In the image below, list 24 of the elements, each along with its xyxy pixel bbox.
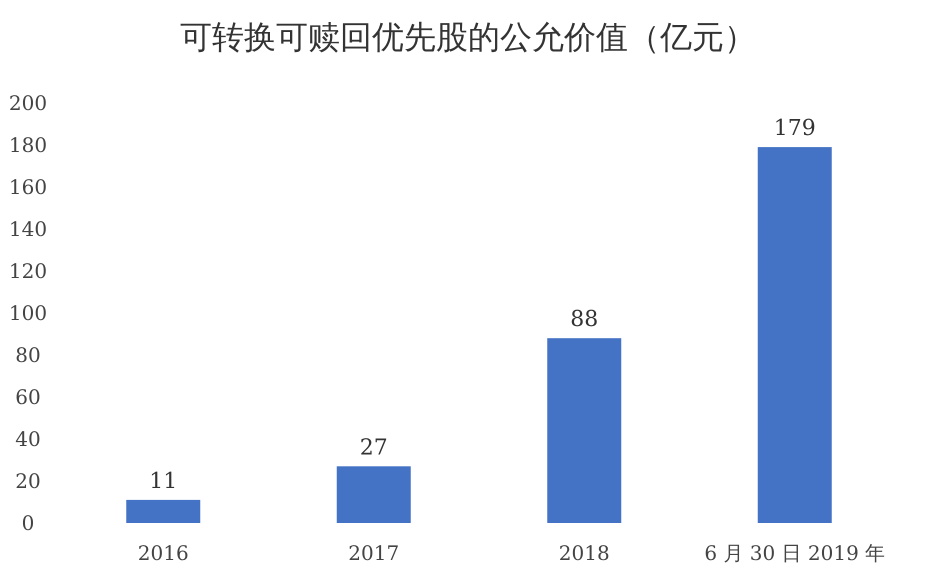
bar <box>758 147 832 523</box>
y-tick-label: 180 <box>8 133 48 157</box>
y-tick-label: 20 <box>15 469 41 493</box>
x-tick-label: 2016 <box>138 541 189 565</box>
y-tick-label: 0 <box>22 511 34 535</box>
chart-title: 可转换可赎回优先股的公允价值（亿元） <box>180 18 756 56</box>
y-tick-label: 60 <box>15 385 41 409</box>
y-tick-label: 140 <box>8 217 48 241</box>
x-tick-label: 6 月 30 日 2019 年 <box>704 541 886 565</box>
bar <box>547 338 622 523</box>
data-label: 11 <box>149 468 178 494</box>
y-tick-label: 100 <box>8 301 48 325</box>
data-label: 179 <box>774 116 816 142</box>
y-tick-label: 160 <box>8 175 48 199</box>
bar <box>126 500 200 523</box>
y-tick-label: 120 <box>8 259 48 283</box>
y-tick-label: 80 <box>15 343 41 367</box>
bar <box>336 466 411 523</box>
data-label: 88 <box>570 307 598 332</box>
y-tick-label: 40 <box>15 427 41 451</box>
x-tick-label: 2018 <box>558 541 610 565</box>
x-tick-label: 2017 <box>348 541 400 565</box>
data-label: 27 <box>360 435 388 460</box>
y-tick-label: 200 <box>8 91 48 115</box>
